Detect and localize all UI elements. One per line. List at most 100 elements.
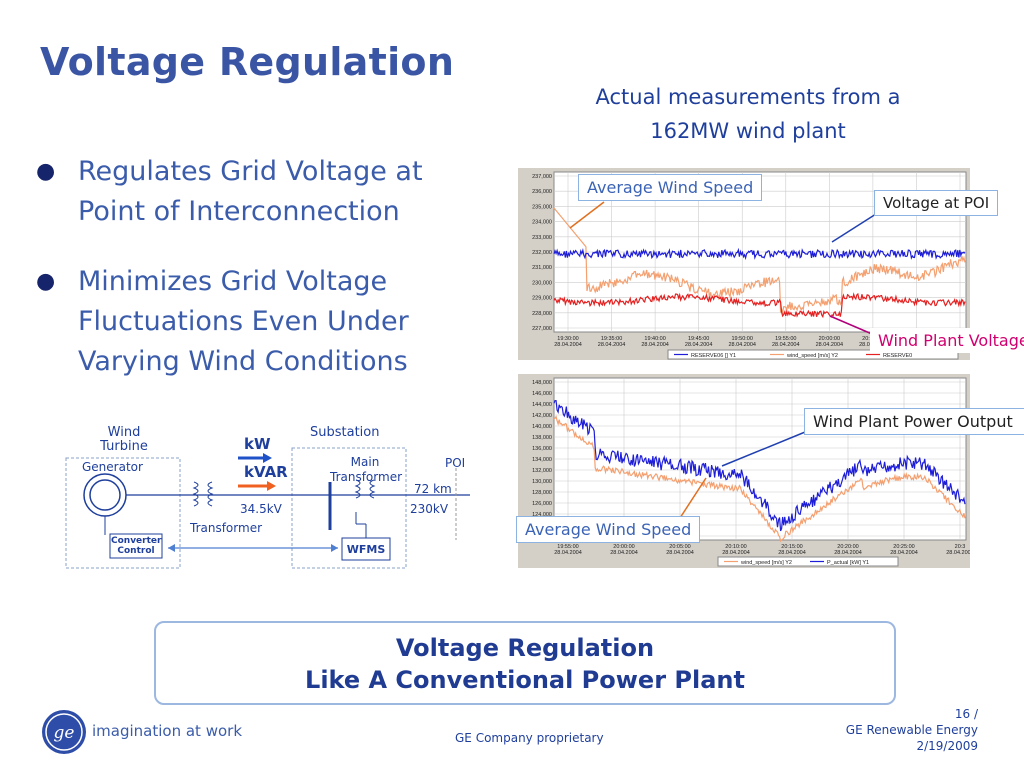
legend-label: wind_speed [m/s] Y2 [740, 560, 792, 566]
callout-avg-wind-top: Average Wind Speed [578, 174, 763, 201]
y-tick-label: 144,000 [532, 402, 552, 408]
x-tick-label: 19:40:00 [644, 336, 665, 342]
x-tick-date: 28.04.2004 [722, 550, 750, 556]
x-tick-date: 28.04.2004 [666, 550, 694, 556]
x-tick-date: 28.04.2004 [554, 342, 582, 348]
series-line-orange [553, 207, 966, 315]
y-tick-labels: 237,000 236,000 235,000 234,000 233,000 232,0… [532, 174, 552, 332]
series-line-blue [553, 247, 966, 261]
x-tick-date: 28.04.2004 [778, 550, 806, 556]
y-tick-labels: 148,000 146,000 144,000 142,000 140,000 138,0… [532, 380, 552, 540]
ge-logo-icon: ge [42, 710, 86, 754]
x-tick-date: 28.04.2004 [641, 342, 669, 348]
voltage-230-label: 230kV [410, 502, 449, 516]
bullet-text: Minimizes Grid Voltage Fluctuations Even… [78, 266, 409, 377]
x-tick-label: 19:50:00 [732, 336, 753, 342]
banner-line2: Like A Conventional Power Plant [305, 666, 745, 694]
y-tick-label: 229,000 [532, 296, 552, 302]
subtitle-line1: Actual measurements from a [595, 85, 901, 109]
y-tick-label: 128,000 [532, 490, 552, 496]
summary-banner: Voltage Regulation Like A Conventional P… [154, 621, 896, 705]
x-tick-date: 28.04.2004 [890, 550, 918, 556]
y-tick-label: 124,000 [532, 512, 552, 518]
x-tick-labels: 19:55:0028.04.200420:00:0028.04.200420:0… [554, 544, 970, 556]
series-line-orange [553, 415, 966, 543]
x-tick-label: 20:10:00 [725, 544, 746, 550]
x-tick-date: 28.04.2004 [834, 550, 862, 556]
y-tick-label: 130,000 [532, 479, 552, 485]
transformer-coil-icon [192, 481, 214, 507]
svg-text:ge: ge [54, 723, 75, 743]
x-tick-label: 20:15:00 [781, 544, 802, 550]
substation-box [291, 447, 407, 569]
bullet-icon: ● [36, 269, 56, 294]
voltage-34-label: 34.5kV [240, 502, 282, 516]
y-tick-label: 140,000 [532, 424, 552, 430]
x-tick-label: 20:00:00 [819, 336, 840, 342]
legend-box [667, 349, 959, 360]
bullet-list: ● Regulates Grid Voltage at Point of Inte… [36, 152, 476, 412]
x-tick-label: 19:30:00 [557, 336, 578, 342]
substation-label: Substation [310, 425, 380, 440]
x-tick-label: 19:55:00 [557, 544, 578, 550]
y-tick-label: 228,000 [532, 311, 552, 317]
y-tick-label: 236,000 [532, 189, 552, 195]
callout-wind-plant-voltage: Wind Plant Voltage [870, 328, 1024, 353]
x-tick-date: 28.04.2004 [610, 550, 638, 556]
x-tick-date: 28.04.2004 [772, 342, 800, 348]
y-tick-label: 233,000 [532, 235, 552, 241]
legend-label: wind_speed [m/s] Y2 [786, 353, 838, 359]
y-tick-label: 235,000 [532, 204, 552, 210]
legend: wind_speed [m/s] Y2 P_actual [kW] Y1 [724, 560, 869, 566]
logo-tagline: imagination at work [92, 722, 242, 740]
y-tick-label: 231,000 [532, 265, 552, 271]
y-tick-label: 142,000 [532, 413, 552, 419]
x-tick-label: 19:45:00 [688, 336, 709, 342]
y-tick-label: 126,000 [532, 501, 552, 507]
y-tick-label: 148,000 [532, 380, 552, 386]
x-tick-date: 28.04.2004 [598, 342, 626, 348]
subtitle-line2: 162MW wind plant [650, 119, 846, 143]
distance-label: 72 km [414, 482, 452, 496]
chart-subtitle: Actual measurements from a 162MW wind pl… [548, 80, 948, 148]
banner-line1: Voltage Regulation [395, 634, 655, 662]
main-transformer-label: Main Transformer [330, 455, 403, 484]
kvar-label: kVAR [244, 463, 288, 481]
x-tick-label: 20:3 [955, 544, 966, 550]
generator-inner-icon [89, 479, 121, 511]
x-tick-label: 19:35:00 [601, 336, 622, 342]
main-transformer-coil-icon [354, 479, 376, 499]
legend: RESERVE06 [] Y1 wind_speed [m/s] Y2 RESERV… [674, 353, 912, 359]
footer-proprietary: GE Company proprietary [455, 731, 604, 745]
kvar-arrowhead-icon [267, 481, 276, 491]
y-tick-label: 237,000 [532, 174, 552, 180]
y-tick-label: 136,000 [532, 446, 552, 452]
wind-plant-diagram [65, 447, 470, 569]
page-number: 16 / [954, 707, 978, 721]
bullet-icon: ● [36, 159, 56, 184]
legend-label: RESERVE06 [] Y1 [691, 353, 736, 359]
y-tick-label: 232,000 [532, 250, 552, 256]
converter-label: Converter Control [111, 536, 162, 556]
callout-avg-wind-bottom: Average Wind Speed [516, 516, 701, 543]
callout-voltage-poi: Voltage at POI [874, 190, 999, 216]
x-tick-date: 28.04.2004 [946, 550, 970, 556]
slide-title: Voltage Regulation [40, 40, 455, 84]
x-tick-date: 28.04.2004 [728, 342, 756, 348]
turbine-box [65, 457, 181, 569]
bullet-text: Regulates Grid Voltage at Point of Inter… [78, 156, 423, 227]
power-chart: 148,000 146,000 144,000 142,000 140,000 138,0… [518, 374, 970, 568]
x-tick-label: 19:55:00 [775, 336, 796, 342]
converter-box [109, 533, 163, 559]
legend-label: RESERVE0 [883, 353, 912, 359]
generator-label: Generator [82, 460, 143, 474]
series-line-blue [553, 399, 966, 532]
footer-info: 16 / GE Renewable Energy 2/19/2009 [800, 706, 978, 754]
transformer-label: Transformer [190, 521, 263, 535]
y-tick-label: 146,000 [532, 391, 552, 397]
wfms-label: WFMS [346, 543, 386, 556]
kw-label: kW [244, 435, 271, 453]
bullet-item: ● Minimizes Grid Voltage Fluctuations Eve… [36, 262, 476, 382]
poi-label: POI [445, 456, 466, 470]
bullet-item: ● Regulates Grid Voltage at Point of Inte… [36, 152, 476, 232]
